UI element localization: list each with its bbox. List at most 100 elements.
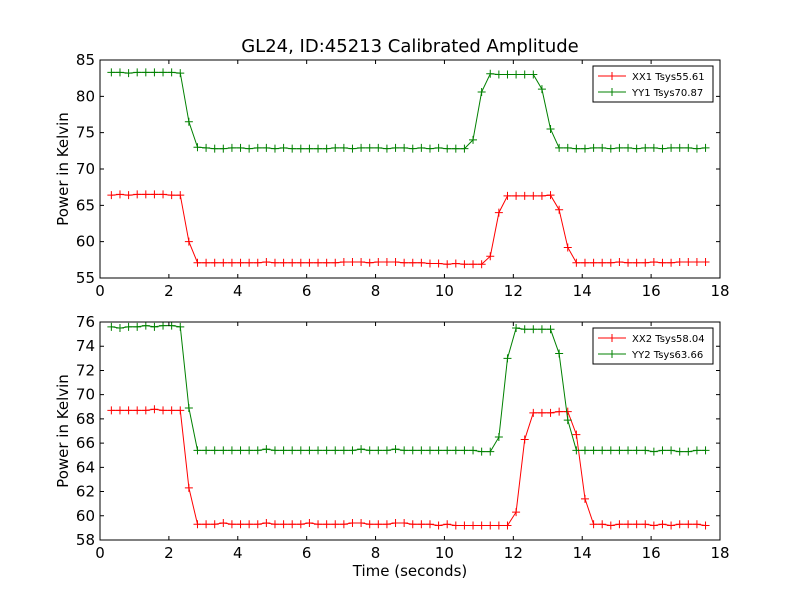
data-point [598,446,607,455]
data-point [503,521,512,530]
data-point [443,260,452,269]
data-point [210,258,219,267]
data-point [348,446,357,455]
data-point [331,258,340,267]
x-tick-label: 12 [504,544,523,562]
data-point [667,446,676,455]
data-point [400,519,409,528]
x-tick-label: 14 [573,282,592,300]
data-point [202,143,211,152]
y-tick-label: 60 [76,233,95,251]
legend-swatch-marker [608,72,616,80]
data-point [288,446,297,455]
data-point [460,446,469,455]
data-point [701,521,710,530]
data-point [193,446,202,455]
data-point [348,144,357,153]
data-point [641,520,650,529]
x-tick-label: 10 [435,544,454,562]
data-point [391,258,400,267]
data-point [279,520,288,529]
data-point [210,520,219,529]
data-point [624,446,633,455]
data-point [469,260,478,269]
data-point [615,143,624,152]
series-line-2-1 [111,408,706,527]
data-point [150,322,159,331]
data-point [115,190,124,199]
data-point [124,69,133,78]
data-point [546,325,555,334]
data-point [572,258,581,267]
data-point [580,258,589,267]
data-point [529,325,538,334]
data-point [176,322,185,331]
data-point [486,447,495,456]
data-point [227,446,236,455]
data-point [425,144,434,153]
data-point [253,446,262,455]
data-point [451,259,460,268]
data-point [357,258,366,267]
data-point [443,520,452,529]
data-point [425,446,434,455]
y-tick-label: 72 [76,361,95,379]
data-point [133,190,142,199]
data-point [339,520,348,529]
data-point [624,258,633,267]
legend-swatch-marker [608,88,616,96]
y-tick-label: 58 [76,531,95,549]
data-point [133,68,142,77]
y-tick-label: 76 [76,313,95,331]
data-point [382,144,391,153]
data-point [124,322,133,331]
data-point [701,446,710,455]
data-point [606,144,615,153]
data-point [486,252,495,261]
data-point [141,190,150,199]
data-point [184,117,193,126]
data-point [374,446,383,455]
x-tick-label: 4 [233,544,243,562]
data-point [546,125,555,134]
data-point [692,446,701,455]
x-tick-label: 16 [642,544,661,562]
data-point [598,258,607,267]
y-tick-label: 65 [76,196,95,214]
data-point [451,446,460,455]
data-point [176,69,185,78]
data-point [219,258,228,267]
data-point [314,520,323,529]
data-point [227,143,236,152]
data-point [365,143,374,152]
data-point [374,143,383,152]
data-point [675,143,684,152]
data-point [615,520,624,529]
data-point [606,258,615,267]
data-point [150,405,159,414]
data-point [658,144,667,153]
data-point [159,321,168,330]
data-point [253,143,262,152]
data-point [296,258,305,267]
data-point [296,144,305,153]
data-point [270,446,279,455]
data-point [236,446,245,455]
data-point [219,446,228,455]
data-point [649,447,658,456]
data-point [314,446,323,455]
legend: XX2 Tsys58.04 YY2 Tsys63.66 [592,327,714,365]
data-point [245,446,254,455]
x-tick-label: 2 [164,544,174,562]
data-point [288,258,297,267]
data-point [124,406,133,415]
data-point [512,508,521,517]
data-point [305,446,314,455]
y-tick-label: 64 [76,458,95,476]
data-point [210,446,219,455]
data-point [486,69,495,78]
data-point [658,520,667,529]
data-point [537,85,546,94]
data-point [675,258,684,267]
data-point [314,144,323,153]
